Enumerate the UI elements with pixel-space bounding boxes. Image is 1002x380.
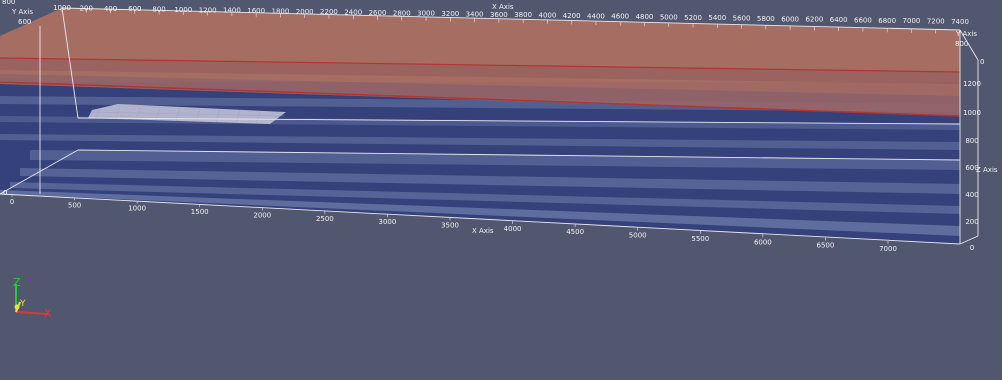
x-axis-top-tick-label: 4600 [611, 13, 629, 21]
x-axis-bottom-ticks [11, 194, 889, 244]
x-axis-top-tick-label: 4000 [538, 12, 556, 20]
y-axis-right-tick: 800 [955, 40, 968, 48]
water-band [0, 134, 960, 150]
x-axis-top-tick-label: 4200 [563, 12, 581, 20]
x-axis-bottom-tick-label: 5000 [629, 232, 647, 240]
x-axis-bottom-tick-label: 1000 [128, 205, 146, 213]
x-axis-top-tick-label: 2800 [393, 9, 411, 17]
x-axis-top-tick-label: 200 [80, 4, 93, 12]
x-axis-top-tick-label: 1800 [272, 7, 290, 15]
x-axis-top-tick-label: 2000 [296, 8, 314, 16]
z-axis-right-tick-label: 600 [965, 164, 978, 172]
orientation-z-label: Z [13, 276, 21, 289]
z-axis-right-tick-label: 200 [965, 218, 978, 226]
y-axis-tick-label: 800 [2, 0, 15, 6]
x-axis-top-tick-label: 3200 [441, 10, 459, 18]
x-axis-top-tick-label: 1000 [174, 6, 192, 14]
x-axis-bottom-tick-label: 0 [10, 198, 14, 206]
y-axis-tick-label: 600 [18, 18, 31, 26]
x-axis-top-tick-label: 1400 [223, 7, 241, 15]
z-axis-right-tick-label: 1000 [963, 109, 981, 117]
x-axis-top-tick-label: 6200 [805, 16, 823, 24]
z-axis-right-tick-label: 800 [965, 137, 978, 145]
y-axis-right-tick: 0 [980, 58, 984, 66]
x-axis-top-tick-label: 3800 [514, 11, 532, 19]
x-axis-bottom-tick-label: 1500 [191, 208, 209, 216]
z-axis-right-tick-label: 0 [970, 244, 974, 252]
x-axis-top-tick-label: 7400 [951, 18, 969, 26]
x-axis-top-tick-label: 600 [128, 5, 141, 13]
x-axis-top-tick-label: 2600 [369, 9, 387, 17]
x-axis-top-tick-label: 800 [152, 6, 165, 14]
x-axis-bottom-title: X Axis [472, 227, 494, 235]
x-axis-bottom-tick-label: 4500 [566, 228, 584, 236]
x-axis-top-tick-label: 5800 [757, 15, 775, 23]
x-axis-top-title: X Axis [492, 3, 514, 11]
x-axis-top-tick-label: 3400 [466, 10, 484, 18]
x-axis-top-tick-label: 7200 [927, 18, 945, 26]
y-axis-title: Y Axis [11, 8, 33, 16]
x-axis-bottom-tick-label: 3000 [379, 218, 397, 226]
x-axis-bottom-tick-label: 500 [68, 201, 81, 209]
x-axis-bottom-tick-label: 6000 [754, 238, 772, 246]
bounding-box [0, 7, 979, 245]
left-zero-label: 0 [3, 189, 7, 197]
x-axis-bottom-tick-label: 4000 [504, 225, 522, 233]
z-axis-right-title: Z Axis [976, 166, 998, 174]
x-axis-top-tick-label: 5000 [660, 13, 678, 21]
x-axis-top-tick-label: 5600 [733, 15, 751, 23]
x-axis-bottom-tick-label: 5500 [691, 235, 709, 243]
x-axis-top-tick-label: 6000 [781, 15, 799, 23]
orientation-x-axis [15, 311, 49, 315]
x-axis-top-tick-label: 6800 [878, 17, 896, 25]
x-axis-top-tick-label: 5400 [708, 14, 726, 22]
orientation-origin [14, 304, 20, 310]
sediment-shade [0, 74, 960, 116]
x-axis-top-tick-label: 4400 [587, 12, 605, 20]
water-band [30, 150, 960, 170]
x-axis-bottom-tick-label: 2000 [253, 211, 271, 219]
water-band [0, 190, 960, 236]
water-band [10, 182, 960, 214]
x-axis-top-tick-label: 7000 [903, 17, 921, 25]
sediment-layer [0, 8, 960, 116]
x-axis-top-tick-label: 6400 [830, 16, 848, 24]
z-axis-right-labels: 1200 1000 800 600 400 200 0 [963, 80, 981, 252]
x-axis-top-tick-label: 2400 [344, 9, 362, 17]
x-axis-top-tick-label: 5200 [684, 14, 702, 22]
y-axis-right-title: Y Axis [955, 30, 977, 38]
x-axis-top-ticks [61, 8, 961, 34]
water-band [20, 168, 960, 194]
orientation-y-label: Y [19, 299, 26, 309]
x-axis-top-tick-label: 6600 [854, 16, 872, 24]
x-axis-bottom-labels: 0 500 1000 1500 2000 2500 3000 3500 4000 4500 5000… [10, 198, 897, 253]
x-axis-bottom-tick-label: 6500 [817, 242, 835, 250]
orientation-axes-widget[interactable]: Z Y X [13, 276, 52, 320]
red-boundary-line [0, 57, 961, 73]
x-axis-top-tick-label: 2200 [320, 8, 338, 16]
x-axis-top-tick-label: 400 [104, 5, 117, 13]
z-axis-right-tick-label: 1200 [963, 80, 981, 88]
x-axis-bottom-tick-label: 7000 [879, 245, 897, 253]
x-axis-top-tick-label: 1600 [247, 7, 265, 15]
z-axis-right-tick-label: 400 [965, 191, 978, 199]
x-axis-top-tick-label: 3000 [417, 10, 435, 18]
x-axis-top-labels: 1000 200 400 600 800 1000 1200 1400 1600 1800 2000… [53, 4, 969, 26]
sediment-shade [0, 58, 960, 84]
red-boundary-line [0, 81, 961, 117]
x-axis-top-tick-label: 1000 [53, 4, 71, 12]
x-axis-bottom-tick-label: 2500 [316, 215, 334, 223]
x-axis-top-tick-label: 3600 [490, 11, 508, 19]
x-axis-top-tick-label: 4800 [636, 13, 654, 21]
x-axis-top-tick-label: 1200 [199, 6, 217, 14]
orientation-x-label: X [44, 307, 52, 320]
x-axis-bottom-tick-label: 3500 [441, 222, 459, 230]
